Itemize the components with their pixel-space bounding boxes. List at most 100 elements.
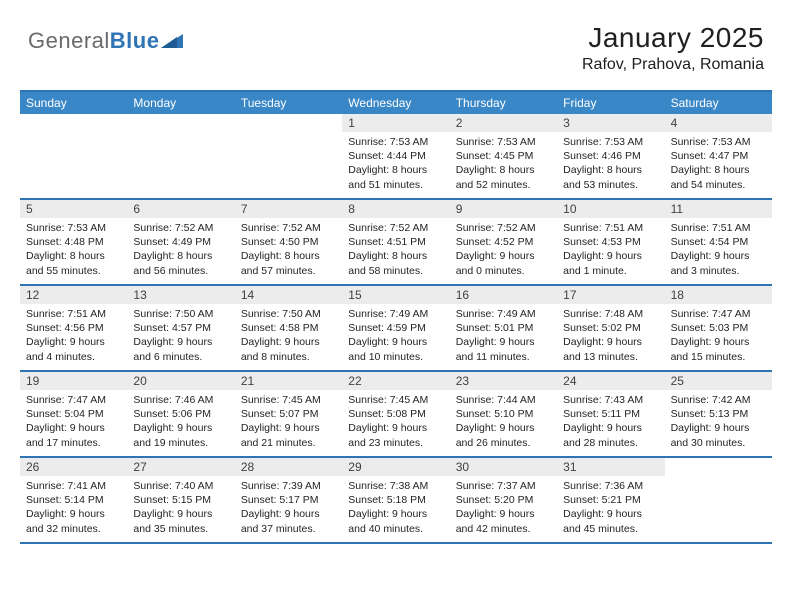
day-details: Sunrise: 7:45 AMSunset: 5:08 PMDaylight:… (342, 390, 449, 453)
calendar-header-cell: Monday (127, 92, 234, 114)
calendar-day-cell (665, 458, 772, 542)
calendar-header-row: SundayMondayTuesdayWednesdayThursdayFrid… (20, 92, 772, 114)
day-number: 10 (557, 200, 664, 218)
calendar-day-cell: 24Sunrise: 7:43 AMSunset: 5:11 PMDayligh… (557, 372, 664, 456)
day-details: Sunrise: 7:52 AMSunset: 4:52 PMDaylight:… (450, 218, 557, 281)
calendar-day-cell: 15Sunrise: 7:49 AMSunset: 4:59 PMDayligh… (342, 286, 449, 370)
calendar-day-cell: 23Sunrise: 7:44 AMSunset: 5:10 PMDayligh… (450, 372, 557, 456)
day-number: 1 (342, 114, 449, 132)
day-number: 19 (20, 372, 127, 390)
calendar-day-cell: 5Sunrise: 7:53 AMSunset: 4:48 PMDaylight… (20, 200, 127, 284)
day-details: Sunrise: 7:37 AMSunset: 5:20 PMDaylight:… (450, 476, 557, 539)
day-details: Sunrise: 7:41 AMSunset: 5:14 PMDaylight:… (20, 476, 127, 539)
calendar-day-cell: 22Sunrise: 7:45 AMSunset: 5:08 PMDayligh… (342, 372, 449, 456)
day-number (127, 114, 234, 118)
calendar-week: 12Sunrise: 7:51 AMSunset: 4:56 PMDayligh… (20, 286, 772, 372)
day-details: Sunrise: 7:51 AMSunset: 4:53 PMDaylight:… (557, 218, 664, 281)
calendar-day-cell (127, 114, 234, 198)
calendar-day-cell: 30Sunrise: 7:37 AMSunset: 5:20 PMDayligh… (450, 458, 557, 542)
day-number: 29 (342, 458, 449, 476)
day-number: 4 (665, 114, 772, 132)
day-number: 20 (127, 372, 234, 390)
calendar-day-cell: 1Sunrise: 7:53 AMSunset: 4:44 PMDaylight… (342, 114, 449, 198)
day-number: 30 (450, 458, 557, 476)
day-number: 8 (342, 200, 449, 218)
day-number: 28 (235, 458, 342, 476)
calendar-day-cell: 27Sunrise: 7:40 AMSunset: 5:15 PMDayligh… (127, 458, 234, 542)
calendar-day-cell: 6Sunrise: 7:52 AMSunset: 4:49 PMDaylight… (127, 200, 234, 284)
day-details: Sunrise: 7:53 AMSunset: 4:48 PMDaylight:… (20, 218, 127, 281)
calendar-day-cell: 4Sunrise: 7:53 AMSunset: 4:47 PMDaylight… (665, 114, 772, 198)
day-details: Sunrise: 7:40 AMSunset: 5:15 PMDaylight:… (127, 476, 234, 539)
calendar-week: 1Sunrise: 7:53 AMSunset: 4:44 PMDaylight… (20, 114, 772, 200)
calendar-body: 1Sunrise: 7:53 AMSunset: 4:44 PMDaylight… (20, 114, 772, 544)
day-details: Sunrise: 7:42 AMSunset: 5:13 PMDaylight:… (665, 390, 772, 453)
calendar-day-cell: 28Sunrise: 7:39 AMSunset: 5:17 PMDayligh… (235, 458, 342, 542)
day-details: Sunrise: 7:47 AMSunset: 5:03 PMDaylight:… (665, 304, 772, 367)
day-details: Sunrise: 7:53 AMSunset: 4:46 PMDaylight:… (557, 132, 664, 195)
day-details: Sunrise: 7:50 AMSunset: 4:57 PMDaylight:… (127, 304, 234, 367)
month-title: January 2025 (582, 22, 764, 54)
day-details: Sunrise: 7:53 AMSunset: 4:44 PMDaylight:… (342, 132, 449, 195)
calendar-day-cell: 29Sunrise: 7:38 AMSunset: 5:18 PMDayligh… (342, 458, 449, 542)
day-details: Sunrise: 7:52 AMSunset: 4:49 PMDaylight:… (127, 218, 234, 281)
day-details: Sunrise: 7:51 AMSunset: 4:54 PMDaylight:… (665, 218, 772, 281)
day-number: 23 (450, 372, 557, 390)
calendar-day-cell (235, 114, 342, 198)
day-number: 6 (127, 200, 234, 218)
day-details: Sunrise: 7:45 AMSunset: 5:07 PMDaylight:… (235, 390, 342, 453)
day-number: 27 (127, 458, 234, 476)
day-number: 3 (557, 114, 664, 132)
calendar-header-cell: Saturday (665, 92, 772, 114)
logo-text-general: General (28, 28, 110, 53)
day-number: 18 (665, 286, 772, 304)
calendar-day-cell: 25Sunrise: 7:42 AMSunset: 5:13 PMDayligh… (665, 372, 772, 456)
day-details: Sunrise: 7:43 AMSunset: 5:11 PMDaylight:… (557, 390, 664, 453)
day-number: 11 (665, 200, 772, 218)
calendar-day-cell: 10Sunrise: 7:51 AMSunset: 4:53 PMDayligh… (557, 200, 664, 284)
day-number (665, 458, 772, 462)
calendar-header-cell: Tuesday (235, 92, 342, 114)
day-number: 9 (450, 200, 557, 218)
calendar-day-cell: 8Sunrise: 7:52 AMSunset: 4:51 PMDaylight… (342, 200, 449, 284)
calendar-week: 26Sunrise: 7:41 AMSunset: 5:14 PMDayligh… (20, 458, 772, 544)
day-details: Sunrise: 7:44 AMSunset: 5:10 PMDaylight:… (450, 390, 557, 453)
day-number: 2 (450, 114, 557, 132)
calendar-day-cell: 12Sunrise: 7:51 AMSunset: 4:56 PMDayligh… (20, 286, 127, 370)
day-number: 17 (557, 286, 664, 304)
day-details: Sunrise: 7:36 AMSunset: 5:21 PMDaylight:… (557, 476, 664, 539)
calendar-day-cell: 13Sunrise: 7:50 AMSunset: 4:57 PMDayligh… (127, 286, 234, 370)
calendar-day-cell: 3Sunrise: 7:53 AMSunset: 4:46 PMDaylight… (557, 114, 664, 198)
calendar-day-cell: 26Sunrise: 7:41 AMSunset: 5:14 PMDayligh… (20, 458, 127, 542)
day-details: Sunrise: 7:48 AMSunset: 5:02 PMDaylight:… (557, 304, 664, 367)
day-number: 12 (20, 286, 127, 304)
calendar-header-cell: Friday (557, 92, 664, 114)
calendar-day-cell: 7Sunrise: 7:52 AMSunset: 4:50 PMDaylight… (235, 200, 342, 284)
day-number (235, 114, 342, 118)
day-details: Sunrise: 7:52 AMSunset: 4:51 PMDaylight:… (342, 218, 449, 281)
day-number: 13 (127, 286, 234, 304)
day-details: Sunrise: 7:49 AMSunset: 4:59 PMDaylight:… (342, 304, 449, 367)
header: January 2025 Rafov, Prahova, Romania (582, 22, 764, 74)
logo: GeneralBlue (28, 28, 183, 54)
calendar-day-cell: 11Sunrise: 7:51 AMSunset: 4:54 PMDayligh… (665, 200, 772, 284)
calendar-day-cell: 31Sunrise: 7:36 AMSunset: 5:21 PMDayligh… (557, 458, 664, 542)
day-number: 21 (235, 372, 342, 390)
day-number: 25 (665, 372, 772, 390)
day-details: Sunrise: 7:38 AMSunset: 5:18 PMDaylight:… (342, 476, 449, 539)
day-details: Sunrise: 7:47 AMSunset: 5:04 PMDaylight:… (20, 390, 127, 453)
day-details: Sunrise: 7:52 AMSunset: 4:50 PMDaylight:… (235, 218, 342, 281)
day-number: 26 (20, 458, 127, 476)
calendar-header-cell: Thursday (450, 92, 557, 114)
day-details: Sunrise: 7:49 AMSunset: 5:01 PMDaylight:… (450, 304, 557, 367)
day-number: 31 (557, 458, 664, 476)
logo-text-blue: Blue (110, 28, 160, 53)
day-details: Sunrise: 7:39 AMSunset: 5:17 PMDaylight:… (235, 476, 342, 539)
calendar-week: 5Sunrise: 7:53 AMSunset: 4:48 PMDaylight… (20, 200, 772, 286)
calendar-day-cell: 2Sunrise: 7:53 AMSunset: 4:45 PMDaylight… (450, 114, 557, 198)
location: Rafov, Prahova, Romania (582, 56, 764, 74)
calendar-header-cell: Wednesday (342, 92, 449, 114)
calendar-day-cell: 16Sunrise: 7:49 AMSunset: 5:01 PMDayligh… (450, 286, 557, 370)
day-details: Sunrise: 7:50 AMSunset: 4:58 PMDaylight:… (235, 304, 342, 367)
calendar-day-cell: 18Sunrise: 7:47 AMSunset: 5:03 PMDayligh… (665, 286, 772, 370)
